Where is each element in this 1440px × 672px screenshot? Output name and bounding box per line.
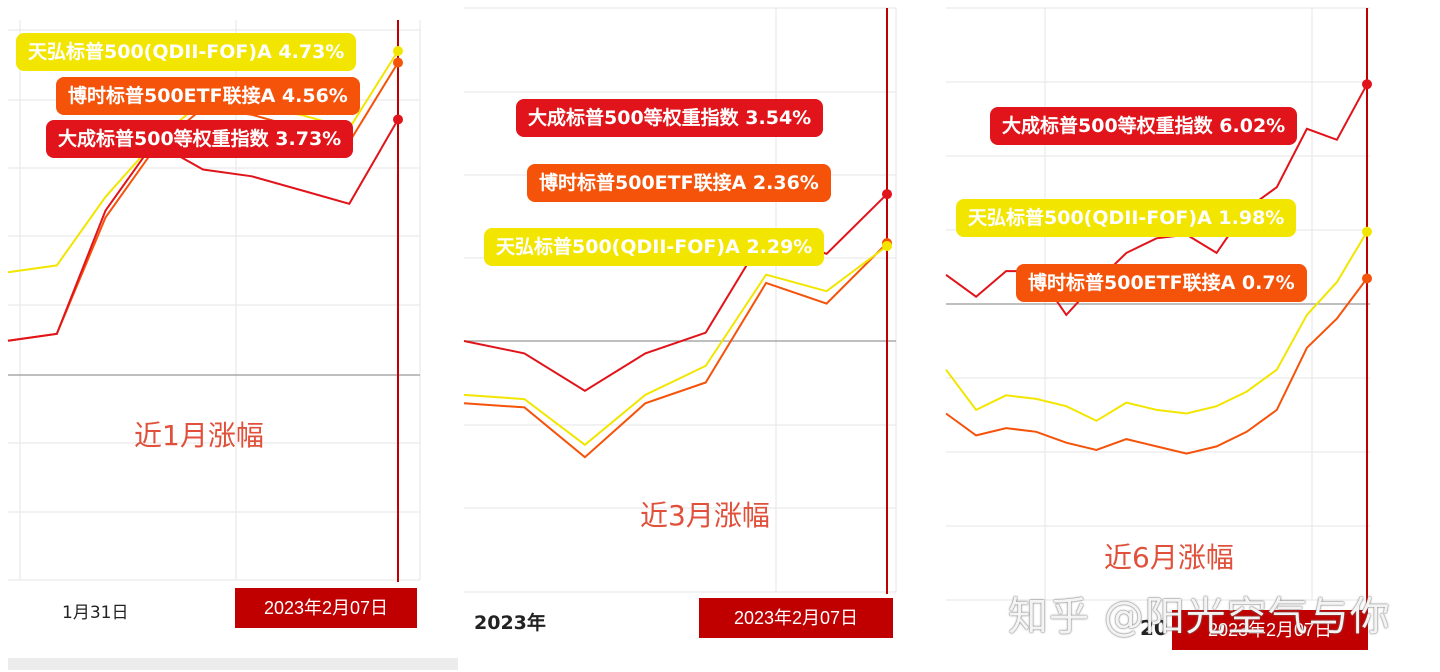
x-label-left-6m: 20 xyxy=(1140,616,1168,640)
legend-name: 天弘标普500(QDII-FOF)A xyxy=(968,207,1212,229)
legend-value: 2.36% xyxy=(752,172,819,194)
caption-6m: 近6月涨幅 xyxy=(1104,541,1234,574)
series-endpoint-dacheng-1m xyxy=(393,114,403,125)
watermark: 知乎 @阳光空气与你 xyxy=(1008,594,1391,640)
legend-name: 天弘标普500(QDII-FOF)A xyxy=(496,236,740,258)
series-endpoint-boshi-6m xyxy=(1362,273,1372,284)
x-label-left-3m: 2023年 xyxy=(474,612,546,634)
series-line-tianhong-6m xyxy=(945,231,1368,422)
legend-value: 1.98% xyxy=(1218,207,1285,229)
legend-tag-boshi-1m: 博时标普500ETF联接A 4.56% xyxy=(56,77,360,115)
x-label-right-3m: 2023年2月07日 xyxy=(699,598,893,638)
legend-name: 大成标普500等权重指数 xyxy=(528,107,739,129)
legend-value: 6.02% xyxy=(1219,115,1286,137)
legend-value: 2.29% xyxy=(746,236,813,258)
legend-name: 天弘标普500(QDII-FOF)A xyxy=(28,41,272,63)
legend-value: 0.7% xyxy=(1241,272,1295,294)
legend-name: 大成标普500等权重指数 xyxy=(58,128,269,150)
legend-value: 4.56% xyxy=(281,85,348,107)
legend-tag-tianhong-1m: 天弘标普500(QDII-FOF)A 4.73% xyxy=(16,33,357,71)
series-endpoint-tianhong-6m xyxy=(1362,226,1372,237)
legend-tag-dacheng-6m: 大成标普500等权重指数 6.02% xyxy=(990,107,1298,145)
grid-6m xyxy=(946,7,1370,620)
legend-tag-boshi-6m: 博时标普500ETF联接A 0.7% xyxy=(1016,264,1307,302)
series-endpoint-dacheng-6m xyxy=(1362,79,1372,90)
series-endpoint-dacheng-3m xyxy=(882,189,892,200)
legend-tag-tianhong-6m: 天弘标普500(QDII-FOF)A 1.98% xyxy=(956,199,1297,237)
legend-tag-boshi-3m: 博时标普500ETF联接A 2.36% xyxy=(527,164,831,202)
scroll-strip xyxy=(8,658,458,670)
series-endpoint-tianhong-1m xyxy=(393,45,403,56)
series-line-boshi-6m xyxy=(945,277,1368,455)
x-label-left-1m: 1月31日 xyxy=(62,603,129,623)
grid-1m xyxy=(8,20,421,582)
legend-tag-dacheng-1m: 大成标普500等权重指数 3.73% xyxy=(46,120,354,158)
legend-tag-dacheng-3m: 大成标普500等权重指数 3.54% xyxy=(516,99,824,137)
caption-3m: 近3月涨幅 xyxy=(640,499,770,532)
series-line-dacheng-1m xyxy=(7,118,399,342)
series-endpoint-boshi-1m xyxy=(393,57,403,68)
legend-name: 大成标普500等权重指数 xyxy=(1002,115,1213,137)
legend-value: 3.54% xyxy=(745,107,812,129)
chart-svg-3m xyxy=(463,7,897,594)
caption-1m: 近1月涨幅 xyxy=(134,419,264,452)
x-label-right-6m: 2023年2月07日 xyxy=(1172,610,1368,650)
legend-tag-tianhong-3m: 天弘标普500(QDII-FOF)A 2.29% xyxy=(484,228,825,266)
series-line-tianhong-3m xyxy=(463,245,888,447)
legend-name: 博时标普500ETF联接A xyxy=(68,85,276,107)
legend-value: 3.73% xyxy=(275,128,342,150)
legend-name: 博时标普500ETF联接A xyxy=(1028,272,1236,294)
series-line-boshi-3m xyxy=(463,242,888,459)
series-endpoint-tianhong-3m xyxy=(882,240,892,251)
legend-value: 4.73% xyxy=(278,41,345,63)
x-label-right-1m: 2023年2月07日 xyxy=(235,588,417,628)
legend-name: 博时标普500ETF联接A xyxy=(539,172,747,194)
